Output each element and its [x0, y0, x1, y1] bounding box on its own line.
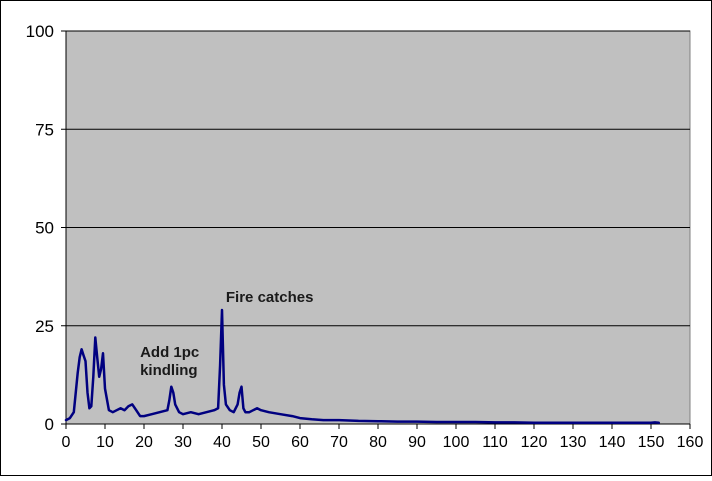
x-tick-label: 110	[482, 434, 508, 451]
y-tick-label: 50	[35, 219, 54, 238]
x-tick-label: 50	[252, 434, 270, 451]
x-tick-label: 60	[291, 434, 309, 451]
x-tick-label: 130	[560, 434, 587, 451]
y-tick-label: 75	[35, 120, 54, 139]
x-tick-label: 90	[408, 434, 426, 451]
x-tick-label: 10	[96, 434, 114, 451]
chart-annotation: Fire catches	[226, 289, 314, 306]
x-tick-label: 100	[443, 434, 470, 451]
x-tick-label: 20	[135, 434, 153, 451]
annotation-line: Fire catches	[226, 289, 314, 306]
x-tick-label: 40	[213, 434, 231, 451]
x-tick-label: 70	[330, 434, 348, 451]
x-tick-label: 160	[677, 434, 704, 451]
y-tick-label: 25	[35, 317, 54, 336]
x-tick-label: 120	[521, 434, 548, 451]
y-axis: 0 25 50 75 100	[26, 22, 67, 434]
y-tick-label: 0	[45, 415, 54, 434]
x-tick-label: 30	[174, 434, 192, 451]
annotation-line: kindling	[140, 362, 198, 379]
x-tick-label: 0	[62, 434, 71, 451]
x-tick-label: 80	[369, 434, 387, 451]
y-tick-label: 100	[26, 22, 54, 41]
annotations: Fire catches Add 1pc kindling	[140, 289, 313, 379]
x-tick-label: 140	[599, 434, 626, 451]
annotation-line: Add 1pc	[140, 344, 199, 361]
x-tick-label: 150	[638, 434, 665, 451]
series-group	[64, 308, 661, 425]
chart-annotation: Add 1pc kindling	[140, 344, 199, 379]
gridlines	[66, 30, 690, 327]
series-line	[64, 308, 661, 425]
